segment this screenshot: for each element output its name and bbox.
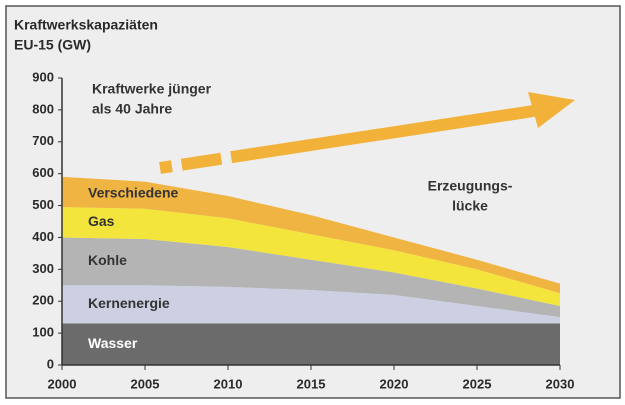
annotation: Kraftwerke jünger: [92, 81, 212, 97]
annotation: Erzeugungs-: [428, 178, 513, 194]
y-tick-label: 800: [32, 101, 54, 116]
x-tick-label: 2025: [463, 376, 492, 391]
y-tick-label: 500: [32, 197, 54, 212]
series-label: Verschiedene: [88, 185, 178, 201]
x-tick-label: 2020: [380, 376, 409, 391]
chart-subtitle: EU-15 (GW): [14, 37, 91, 53]
series-label: Wasser: [88, 335, 138, 351]
x-tick-label: 2030: [546, 376, 575, 391]
series-label: Kernenergie: [88, 295, 170, 311]
chart: Kraftwerkskapaziäten EU-15 (GW) Wasser Ke…: [0, 0, 625, 405]
y-tick-label: 300: [32, 261, 54, 276]
series-label: Kohle: [88, 252, 127, 268]
x-tick-label: 2010: [214, 376, 243, 391]
y-tick-label: 600: [32, 165, 54, 180]
chart-title: Kraftwerkskapaziäten: [14, 17, 158, 33]
y-tick-label: 700: [32, 133, 54, 148]
y-tick-label: 400: [32, 229, 54, 244]
x-tick-label: 2015: [297, 376, 326, 391]
annotation: als 40 Jahre: [92, 101, 172, 117]
y-tick-label: 100: [32, 325, 54, 340]
series-label: Gas: [88, 213, 115, 229]
x-tick-label: 2000: [48, 376, 77, 391]
y-tick-label: 0: [47, 356, 54, 371]
y-tick-label: 900: [32, 69, 54, 84]
annotation: lücke: [452, 198, 488, 214]
page: Kraftwerkskapaziäten EU-15 (GW) Wasser Ke…: [0, 0, 625, 405]
y-tick-label: 200: [32, 293, 54, 308]
x-tick-label: 2005: [131, 376, 160, 391]
